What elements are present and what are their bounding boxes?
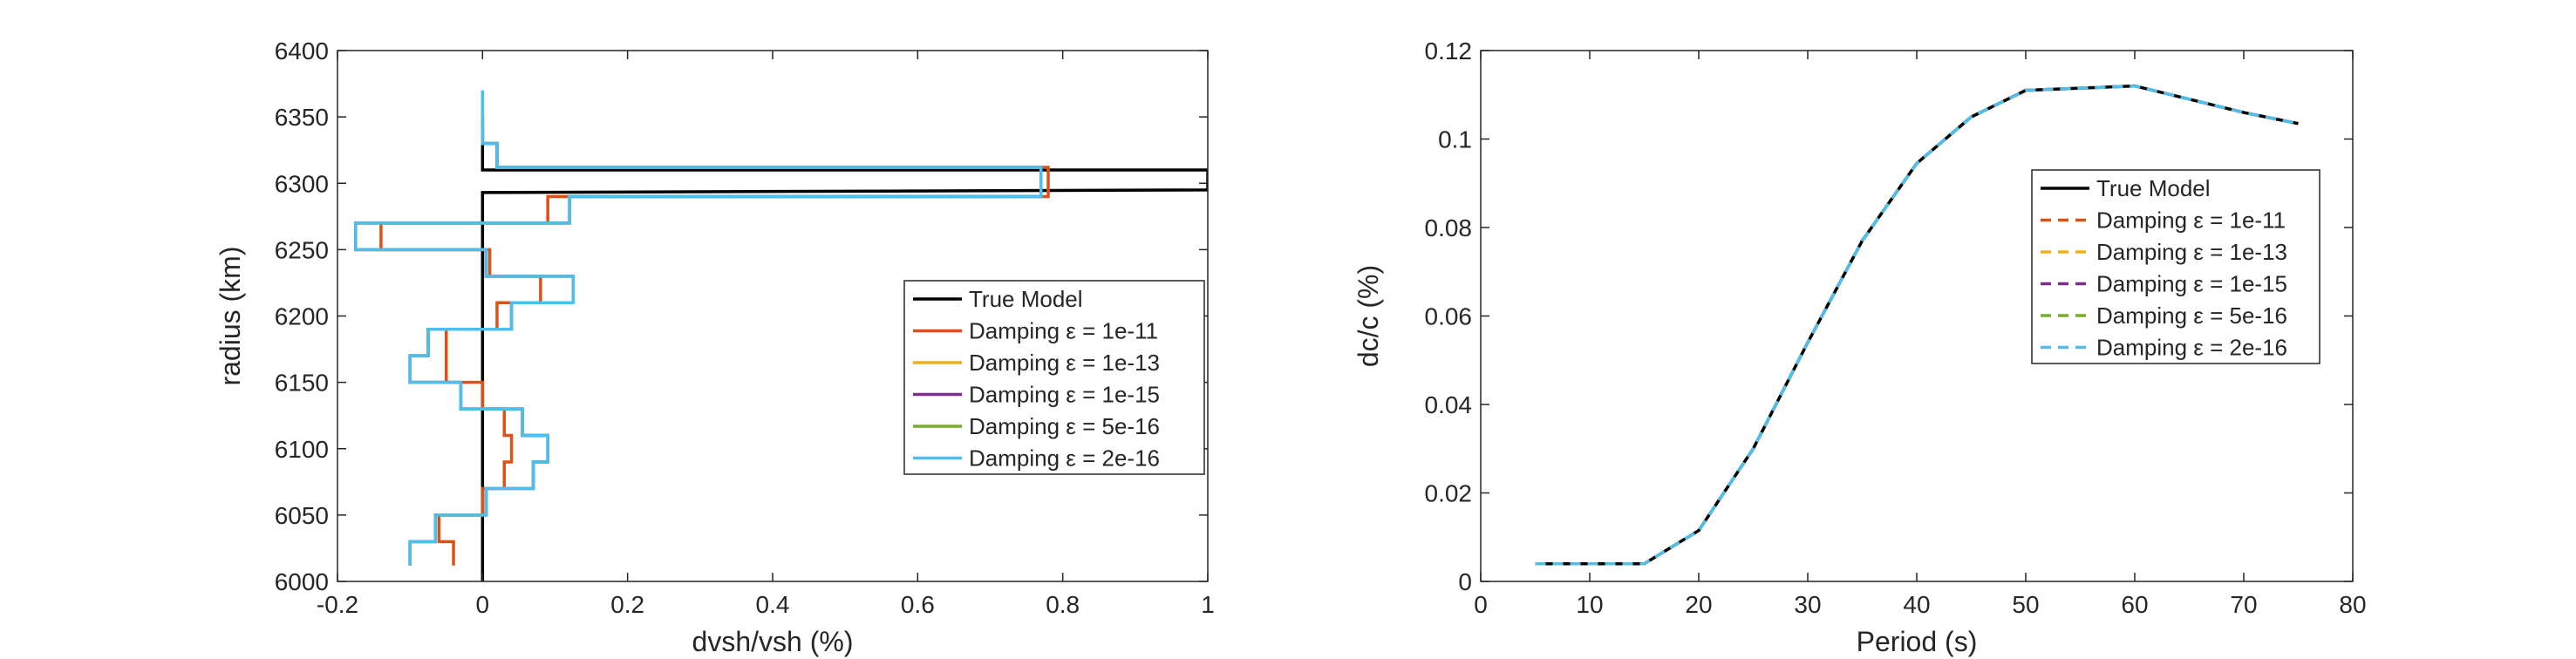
legend-label-3: Damping ε = 1e-15 bbox=[969, 382, 1160, 408]
x-tick-label: 40 bbox=[1903, 591, 1930, 618]
legend-label-0: True Model bbox=[969, 286, 1083, 312]
legend-box bbox=[903, 280, 1205, 475]
legend-label-5: Damping ε = 2e-16 bbox=[969, 445, 1160, 472]
chart-2: 0 10 20 30 40 50 60 70 80 0 0.02 0.04 0.06 0.08 0.1 0.1… bbox=[1353, 37, 2367, 657]
x-tick-label: 10 bbox=[1576, 591, 1603, 618]
y-tick-label: 0.02 bbox=[1425, 480, 1473, 507]
x-tick-label: 0.4 bbox=[756, 591, 790, 618]
legend-label-5: Damping ε = 2e-16 bbox=[2096, 335, 2287, 361]
legend-label-0: True Model bbox=[2096, 175, 2211, 201]
y-tick-label: 6250 bbox=[275, 236, 329, 263]
y-tick-label: 6350 bbox=[275, 104, 329, 131]
x-tick-label: 0 bbox=[476, 591, 490, 618]
y-tick-label: 6200 bbox=[275, 303, 329, 330]
legend: True Model Damping ε = 1e-11 Damping ε = 1… bbox=[2031, 169, 2320, 364]
x-tick-label: 0.2 bbox=[610, 591, 644, 618]
y-axis-label: radius (km) bbox=[215, 246, 246, 385]
y-tick-label: 0.1 bbox=[1438, 126, 1472, 153]
y-tick-label: 0.08 bbox=[1425, 214, 1473, 241]
legend: True Model Damping ε = 1e-11 Damping ε = 1… bbox=[903, 280, 1205, 475]
y-tick-label: 6100 bbox=[275, 436, 329, 463]
y-tick-label: 6400 bbox=[275, 37, 329, 65]
y-tick-label: 6300 bbox=[275, 170, 329, 197]
x-axis-label: dvsh/vsh (%) bbox=[692, 626, 854, 657]
y-tick-label: 0.04 bbox=[1425, 391, 1473, 418]
x-tick-label: 20 bbox=[1685, 591, 1712, 618]
x-tick-label: 60 bbox=[2121, 591, 2148, 618]
y-tick-label: 0.12 bbox=[1425, 37, 1473, 65]
legend-label-3: Damping ε = 1e-15 bbox=[2096, 271, 2287, 297]
legend-label-2: Damping ε = 1e-13 bbox=[969, 350, 1160, 376]
x-tick-label: 70 bbox=[2230, 591, 2257, 618]
y-tick-label: 0 bbox=[1458, 568, 1472, 595]
x-tick-label: 50 bbox=[2012, 591, 2039, 618]
series-group bbox=[1535, 84, 2299, 566]
legend-label-4: Damping ε = 5e-16 bbox=[2096, 302, 2287, 329]
legend-box bbox=[2031, 169, 2320, 364]
y-tick-label: 6150 bbox=[275, 370, 329, 397]
x-tick-label: 80 bbox=[2339, 591, 2366, 618]
x-tick-label: 1 bbox=[1201, 591, 1215, 618]
x-axis-label: Period (s) bbox=[1857, 626, 1978, 657]
x-tick-label: 0.8 bbox=[1046, 591, 1080, 618]
chart-1: -0.2 0 0.2 0.4 0.6 0.8 1 6000 6050 6100 6150 6200 62… bbox=[215, 37, 1215, 657]
legend-label-1: Damping ε = 1e-11 bbox=[2096, 207, 2286, 234]
series-line-0 bbox=[480, 130, 1208, 581]
x-tick-label: 0 bbox=[1474, 591, 1488, 618]
x-tick-label: -0.2 bbox=[317, 591, 358, 618]
y-axis-label: dc/c (%) bbox=[1353, 265, 1384, 367]
y-tick-label: 0.06 bbox=[1425, 303, 1473, 330]
series-line-5 bbox=[1535, 84, 2299, 566]
y-tick-label: 6000 bbox=[275, 568, 329, 595]
series-group bbox=[354, 90, 1208, 581]
legend-label-4: Damping ε = 5e-16 bbox=[969, 413, 1160, 439]
y-tick-label: 6050 bbox=[275, 502, 329, 529]
legend-label-2: Damping ε = 1e-13 bbox=[2096, 239, 2287, 265]
series-line-5 bbox=[354, 90, 1043, 566]
x-tick-label: 0.6 bbox=[901, 591, 935, 618]
x-tick-label: 30 bbox=[1794, 591, 1821, 618]
legend-label-1: Damping ε = 1e-11 bbox=[969, 318, 1158, 344]
